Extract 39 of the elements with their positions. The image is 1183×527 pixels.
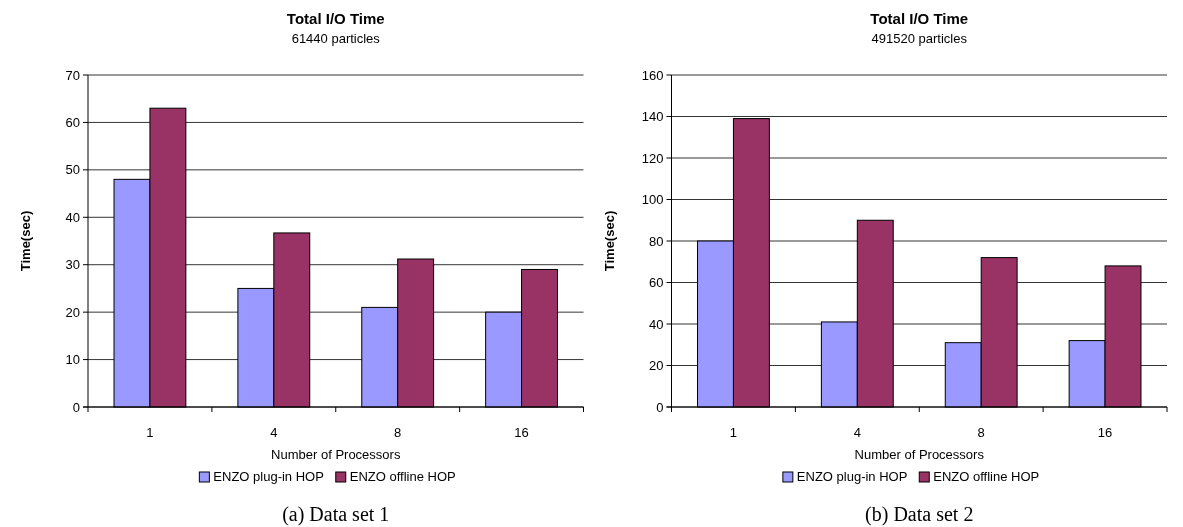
y-tick-label: 40 [65,209,80,225]
y-axis-title: Time(sec) [18,210,33,272]
x-tick-label: 4 [853,425,861,440]
x-tick-label: 1 [729,425,738,440]
chart-title: Total I/O Time [286,10,385,27]
y-tick-label: 40 [649,316,664,332]
chart-subtitle: 491520 particles [871,31,968,46]
x-tick-label: 1 [146,425,154,440]
x-tick-label: 8 [977,425,985,440]
y-tick-label: 20 [649,358,664,374]
y-tick-label: 140 [641,109,664,125]
x-axis-title: Number of Processors [271,447,401,462]
y-tick-label: 160 [641,67,664,83]
y-tick-label: 100 [641,192,664,208]
y-tick-label: 80 [649,233,664,249]
y-tick-label: 70 [65,67,80,83]
chart-title: Total I/O Time [870,10,969,27]
x-axis-title: Number of Processors [854,447,985,462]
y-tick-label: 30 [65,257,80,273]
chart-subtitle: 61440 particles [291,31,381,46]
legend-label: ENZO plug-in HOP [213,469,324,484]
y-tick-label: 10 [65,352,80,368]
x-tick-label: 4 [270,425,278,440]
y-tick-label: 120 [641,150,664,166]
y-tick-label: 60 [649,275,664,291]
y-tick-label: 0 [72,399,80,415]
text: (b) Data set 2 [865,503,974,526]
legend-label: ENZO plug-in HOP [796,469,908,484]
y-tick-label: 0 [656,399,664,415]
text: (a) Data set 1 [282,503,390,526]
y-tick-label: 50 [65,162,80,178]
y-tick-label: 20 [65,304,80,320]
legend-label: ENZO offline HOP [933,469,1040,484]
x-tick-label: 16 [514,425,529,440]
y-axis-title: Time(sec) [601,210,617,272]
x-tick-label: 16 [1097,425,1113,440]
x-tick-label: 8 [394,425,402,440]
y-tick-label: 60 [65,114,80,130]
legend-label: ENZO offline HOP [349,469,456,484]
